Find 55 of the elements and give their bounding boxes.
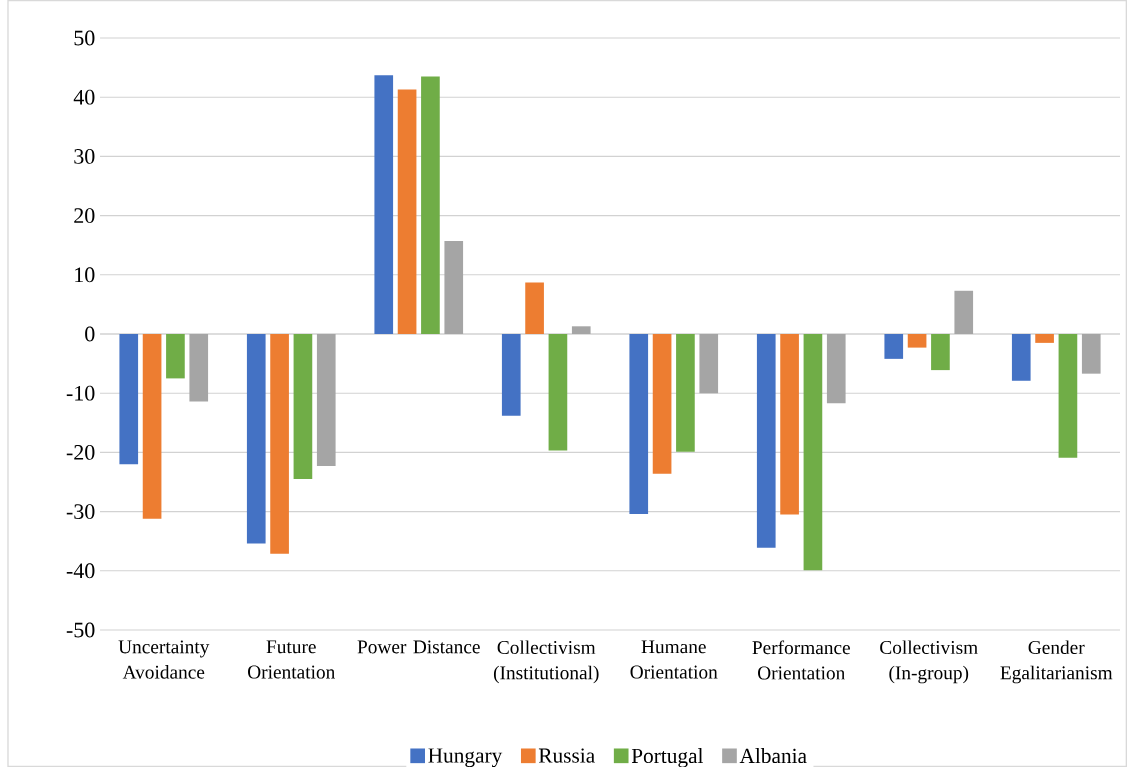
- bar: [571, 326, 591, 334]
- legend-label: Portugal: [631, 748, 704, 767]
- bar: [652, 333, 672, 474]
- bar: [501, 333, 521, 416]
- bar: [1058, 333, 1078, 458]
- bar: [293, 333, 313, 480]
- bar: [142, 333, 162, 519]
- bar: [699, 333, 719, 394]
- bar: [1081, 333, 1101, 374]
- x-tick-label: Power Distance: [357, 640, 480, 654]
- bar: [884, 333, 904, 359]
- y-tick-label: 40: [73, 89, 95, 105]
- legend-label: Hungary: [428, 748, 503, 767]
- bar: [246, 333, 266, 544]
- bar: [803, 333, 823, 571]
- y-tick-label: -40: [66, 563, 95, 579]
- x-tick-label: Uncertainty Avoidance: [118, 640, 210, 679]
- y-tick-label: 0: [85, 326, 95, 342]
- x-tick-label: Collectivism (In-group): [880, 640, 978, 684]
- bar: [316, 333, 336, 467]
- bar: [756, 333, 776, 548]
- x-tick-label: Future Orientation: [248, 640, 335, 679]
- bar: [397, 89, 417, 334]
- bar: [676, 333, 695, 452]
- bar: [189, 333, 209, 402]
- bar: [1035, 333, 1054, 343]
- legend-label: Russia: [538, 748, 595, 763]
- bar: [826, 333, 846, 404]
- bar: [374, 75, 394, 334]
- x-tick-label: Humane Orientation: [630, 640, 718, 679]
- bar: [421, 76, 440, 334]
- bar: [907, 333, 927, 348]
- x-tick-label: Gender Egalitarianism: [1000, 640, 1113, 684]
- x-tick-label: Performance Orientation: [752, 640, 850, 680]
- legend-label: Albania: [739, 748, 807, 764]
- bar: [1011, 333, 1031, 381]
- x-tick-label: Collectivism (Institutional): [493, 640, 599, 684]
- bar: [931, 333, 950, 371]
- y-tick-label: -20: [66, 444, 95, 460]
- y-tick-label: 10: [75, 267, 95, 283]
- bar: [780, 333, 799, 515]
- bar: [954, 290, 974, 334]
- bar: [525, 282, 544, 334]
- bar: [119, 333, 139, 465]
- bar: [166, 333, 185, 379]
- y-tick-label: -10: [66, 385, 95, 401]
- bar: [444, 241, 464, 334]
- bar: [270, 333, 289, 554]
- bar: [548, 333, 568, 451]
- y-tick-label: -30: [66, 504, 95, 520]
- y-tick-label: -50: [66, 622, 95, 638]
- bar: [629, 333, 649, 514]
- y-tick-label: 50: [74, 30, 95, 46]
- y-tick-label: 30: [74, 148, 95, 164]
- y-tick-label: 20: [74, 208, 95, 224]
